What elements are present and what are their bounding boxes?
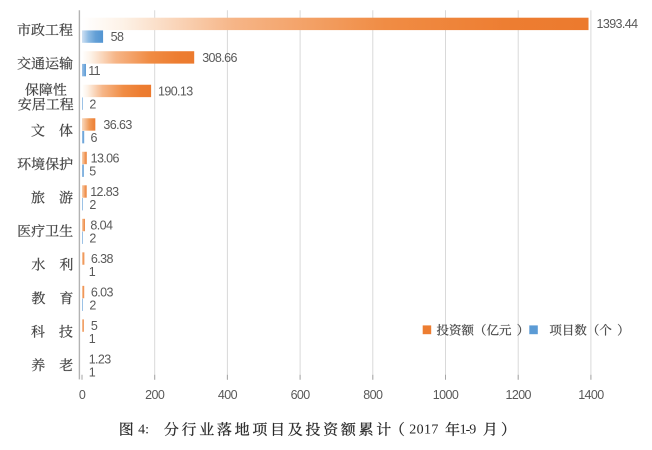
svg-text:1200: 1200 — [505, 388, 531, 402]
svg-text:1: 1 — [89, 365, 96, 379]
svg-text:12.83: 12.83 — [90, 185, 119, 199]
svg-text:13.06: 13.06 — [91, 151, 120, 165]
svg-text:2: 2 — [89, 298, 96, 312]
svg-text:0: 0 — [79, 388, 86, 402]
svg-text:5: 5 — [89, 164, 96, 178]
svg-text:400: 400 — [218, 388, 238, 402]
svg-text:2: 2 — [89, 98, 96, 112]
svg-text:11: 11 — [88, 64, 100, 78]
svg-text:308.66: 308.66 — [202, 51, 237, 65]
svg-text:1: 1 — [89, 265, 96, 279]
svg-text:2: 2 — [89, 231, 96, 245]
svg-text:2017: 2017 — [409, 422, 438, 437]
svg-text:190.13: 190.13 — [158, 85, 193, 99]
svg-text:6: 6 — [91, 131, 98, 145]
svg-text:1393.44: 1393.44 — [597, 17, 639, 31]
svg-text:6.38: 6.38 — [91, 252, 114, 266]
svg-text:8.04: 8.04 — [90, 218, 113, 232]
svg-text:2: 2 — [89, 198, 96, 212]
svg-text:1000: 1000 — [433, 388, 459, 402]
svg-text:1-9: 1-9 — [460, 422, 477, 437]
svg-text:1.23: 1.23 — [89, 352, 112, 366]
svg-text:5: 5 — [91, 319, 98, 333]
svg-text:4:: 4: — [138, 422, 149, 437]
svg-text:600: 600 — [291, 388, 311, 402]
svg-text:6.03: 6.03 — [91, 285, 114, 299]
svg-text:200: 200 — [145, 388, 165, 402]
svg-text:800: 800 — [363, 388, 383, 402]
svg-text:58: 58 — [111, 30, 124, 44]
svg-text:36.63: 36.63 — [103, 118, 132, 132]
svg-text:1: 1 — [89, 332, 96, 346]
svg-text:1400: 1400 — [578, 388, 604, 402]
